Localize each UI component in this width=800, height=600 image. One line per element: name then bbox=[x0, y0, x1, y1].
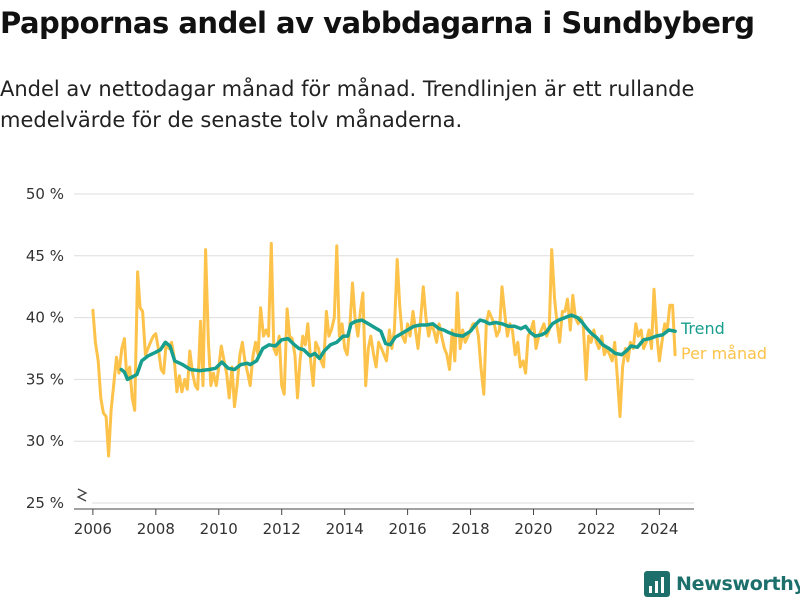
x-tick-label: 2012 bbox=[263, 520, 301, 538]
y-tick-label: 50 % bbox=[26, 185, 64, 203]
legend: Trend Per månad bbox=[680, 319, 767, 363]
chart-subtitle: Andel av nettodagar månad för månad. Tre… bbox=[0, 77, 695, 132]
brand-name: Newsworthy bbox=[676, 573, 800, 595]
axis-break-icon bbox=[76, 488, 88, 502]
legend-label-per-manad: Per månad bbox=[681, 344, 767, 363]
x-tick-label: 2006 bbox=[74, 520, 112, 538]
x-tick-label: 2010 bbox=[200, 520, 238, 538]
y-tick-label: 30 % bbox=[26, 432, 64, 450]
y-tick-label: 40 % bbox=[26, 309, 64, 327]
newsworthy-logo-icon bbox=[644, 571, 670, 597]
y-tick-label: 25 % bbox=[26, 494, 64, 512]
series-lines bbox=[91, 241, 677, 458]
chart-title: Pappornas andel av vabbdagarna i Sundbyb… bbox=[0, 6, 755, 40]
axes: 25 % 30 % 35 % 40 % 45 % 50 % 2006 2008 2010 2012… bbox=[26, 185, 694, 538]
newsworthy-logo: Newsworthy bbox=[644, 569, 800, 599]
x-tick-label: 2008 bbox=[137, 520, 175, 538]
x-tick-label: 2020 bbox=[514, 520, 552, 538]
x-tick-label: 2018 bbox=[451, 520, 489, 538]
legend-label-trend: Trend bbox=[680, 319, 725, 338]
series-line-trend bbox=[119, 313, 677, 382]
x-tick-label: 2014 bbox=[326, 520, 364, 538]
y-tick-label: 45 % bbox=[26, 247, 64, 265]
x-tick-label: 2024 bbox=[640, 520, 678, 538]
x-tick-label: 2022 bbox=[577, 520, 615, 538]
y-tick-label: 35 % bbox=[26, 370, 64, 388]
x-tick-label: 2016 bbox=[389, 520, 427, 538]
series-line-per-manad bbox=[91, 241, 677, 458]
